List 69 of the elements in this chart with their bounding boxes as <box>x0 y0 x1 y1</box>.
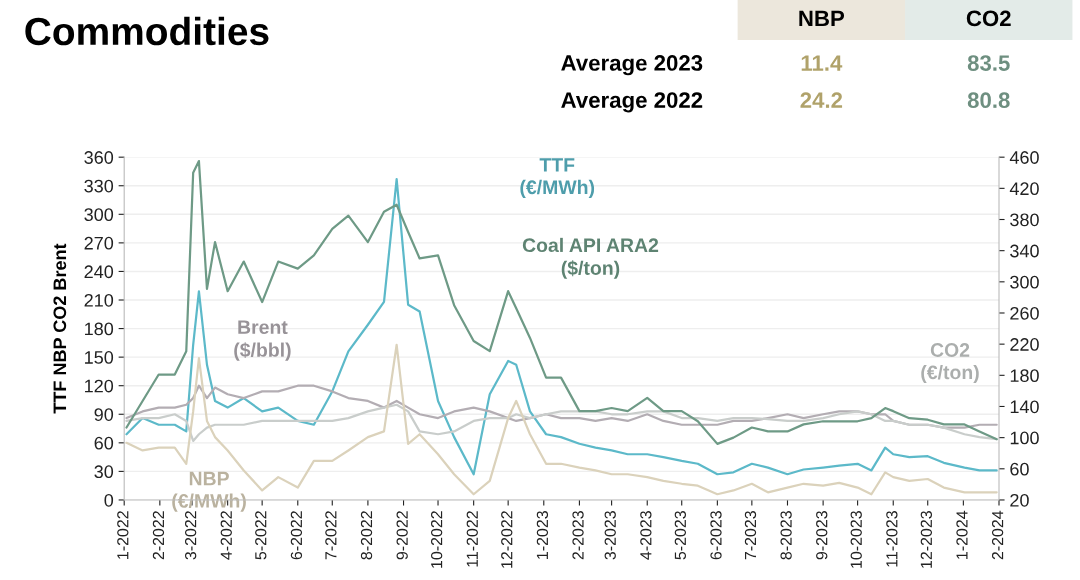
x-tick-label: 6-2022 <box>290 511 303 560</box>
y2-tick-label: 300 <box>1010 275 1039 289</box>
x-tick-label: 5-2023 <box>674 511 687 560</box>
x-tick-label: 6-2023 <box>710 511 722 560</box>
y2-tick-label: 20 <box>1010 493 1029 507</box>
x-tick-label: 2-2024 <box>991 510 1004 560</box>
y2-tick-label: 260 <box>1010 306 1039 320</box>
x-tick-label: 11-2023 <box>886 511 898 567</box>
y2-tick-label: 60 <box>1010 462 1029 476</box>
data-label: 11.4 <box>801 55 843 71</box>
y-tick-label: 330 <box>84 179 114 193</box>
annotation: Coal API ARA2 ($/ton) <box>522 237 659 279</box>
y-tick-label: 300 <box>84 208 114 222</box>
line-series <box>125 159 998 445</box>
x-tick-label: 4-2023 <box>640 511 652 560</box>
y2-tick-label: 180 <box>1010 369 1039 383</box>
x-tick-label: 9-2023 <box>816 511 828 560</box>
y-tick-label: 90 <box>94 408 114 421</box>
y-tick-label: 0 <box>104 493 114 507</box>
line-series <box>125 403 998 443</box>
y-tick-label: 60 <box>94 436 114 450</box>
x-tick-label: 1-2023 <box>536 511 549 559</box>
x-tick-label: 5-2022 <box>255 511 267 560</box>
x-tick-label: 3-2023 <box>604 511 616 560</box>
y2-tick-label: 340 <box>1010 244 1039 258</box>
x-tick-label: 2-2023 <box>572 511 584 560</box>
x-tick-label: 3-2022 <box>185 511 197 560</box>
annotation: Brent ($/bbl) <box>234 320 291 361</box>
text: CO2 <box>966 10 1011 27</box>
data-label: 80.8 <box>967 92 1010 109</box>
data-label: 83.5 <box>967 55 1010 71</box>
y-tick-label: 30 <box>94 465 114 479</box>
annotation: TTF (€/MWh) <box>520 158 595 198</box>
x-tick-label: 10-2022 <box>431 511 443 568</box>
y-tick-label: 360 <box>84 151 114 164</box>
y2-tick-label: 140 <box>1010 400 1039 414</box>
text: NBP <box>799 10 845 27</box>
y-tick-label: 240 <box>84 265 114 279</box>
x-tick-label: 9-2022 <box>396 511 408 560</box>
x-tick-label: 12-2023 <box>920 511 933 568</box>
x-tick-label: 7-2022 <box>325 511 337 560</box>
y-tick-label: 120 <box>85 379 114 393</box>
x-tick-label: 7-2023 <box>744 511 757 560</box>
y2-tick-label: 460 <box>1009 151 1039 164</box>
x-tick-label: 10-2023 <box>850 511 862 568</box>
category-label: Average 2023 <box>561 55 703 76</box>
annotation: NBP (€/MWh) <box>172 471 246 512</box>
y-axis-title: TTF NBP CO2 Brent <box>53 243 67 414</box>
y2-tick-label: 220 <box>1010 338 1039 351</box>
x-tick-label: 4-2022 <box>220 511 232 560</box>
y-tick-label: 150 <box>85 351 114 364</box>
x-tick-label: 11-2022 <box>466 511 478 567</box>
x-tick-label: 1-2024 <box>956 510 968 559</box>
x-tick-label: 8-2023 <box>780 511 792 560</box>
category-label: Average 2022 <box>561 92 703 113</box>
y2-tick-label: 420 <box>1009 182 1039 196</box>
annotation: CO2 (€/ton) <box>921 343 979 384</box>
data-label: 24.2 <box>800 92 843 108</box>
y-tick-label: 270 <box>84 236 114 250</box>
line-series <box>125 384 998 429</box>
y-tick-label: 180 <box>85 322 114 336</box>
y2-tick-label: 380 <box>1010 213 1039 227</box>
y-tick-label: 210 <box>84 293 114 307</box>
y2-tick-label: 100 <box>1010 431 1039 445</box>
chart-title: Commodities <box>25 16 269 46</box>
x-tick-label: 8-2022 <box>360 511 373 560</box>
x-tick-label: 2-2022 <box>152 511 165 560</box>
x-tick-label: 12-2022 <box>501 511 513 568</box>
x-tick-label: 1-2022 <box>117 511 129 559</box>
